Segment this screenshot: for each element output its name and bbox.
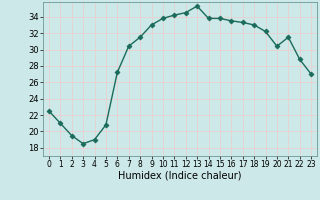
X-axis label: Humidex (Indice chaleur): Humidex (Indice chaleur) (118, 171, 242, 181)
